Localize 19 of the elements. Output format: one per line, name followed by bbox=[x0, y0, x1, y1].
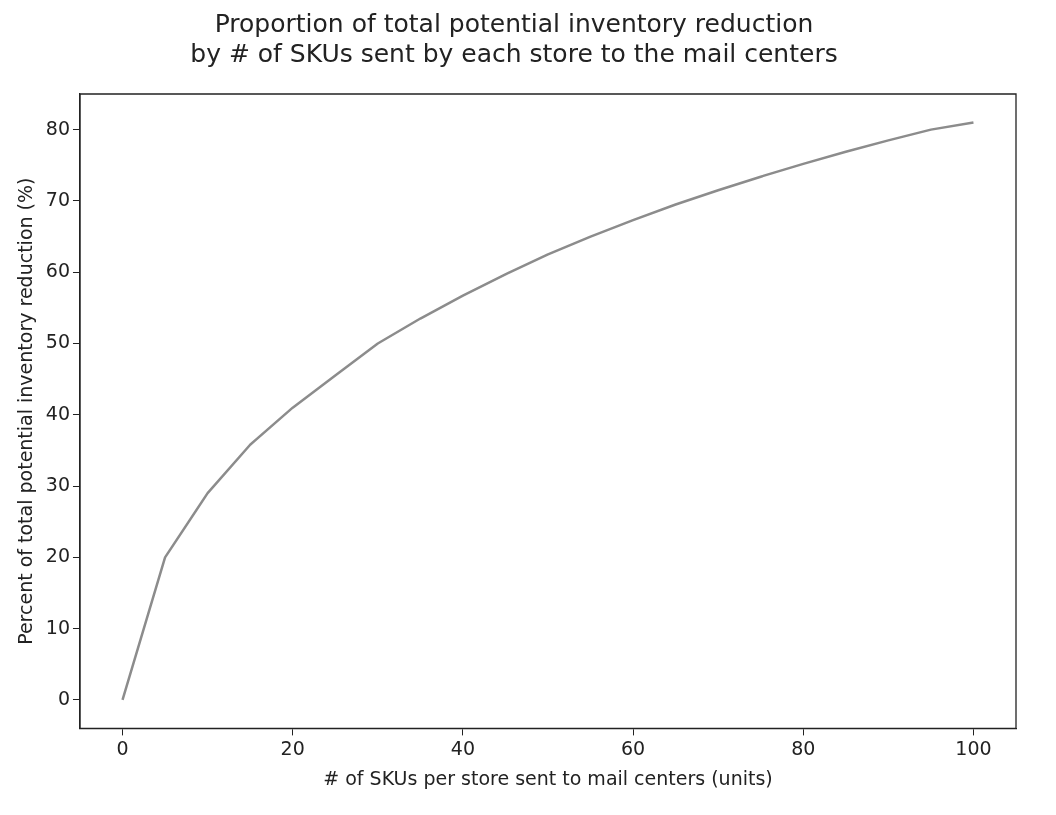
x-tick-label: 100 bbox=[955, 736, 992, 759]
y-tick-label: 20 bbox=[45, 544, 70, 567]
y-tick-label: 40 bbox=[45, 401, 70, 424]
x-tick-label: 80 bbox=[791, 736, 816, 759]
y-tick-label: 0 bbox=[57, 686, 70, 709]
text: by # of SKUs sent by each store to the mail centers bbox=[190, 38, 838, 68]
y-tick-label: 10 bbox=[45, 615, 70, 638]
text: Proportion of total potential inventory reduction bbox=[214, 8, 814, 38]
x-tick-label: 20 bbox=[280, 736, 305, 759]
x-tick-label: 40 bbox=[450, 736, 475, 759]
y-tick-label: 70 bbox=[45, 187, 70, 210]
x-tick-label: 60 bbox=[620, 736, 646, 759]
y-tick-label: 30 bbox=[45, 472, 70, 495]
y-tick-label: 60 bbox=[45, 259, 70, 282]
y-tick-label: 80 bbox=[45, 116, 70, 139]
x-tick-label: 0 bbox=[116, 736, 129, 759]
y-tick-label: 50 bbox=[45, 330, 70, 353]
x-axis-title: # of SKUs per store sent to mail centers (units) bbox=[323, 766, 773, 789]
y-axis-title: Percent of total potential inventory reduction (%) bbox=[14, 177, 37, 645]
